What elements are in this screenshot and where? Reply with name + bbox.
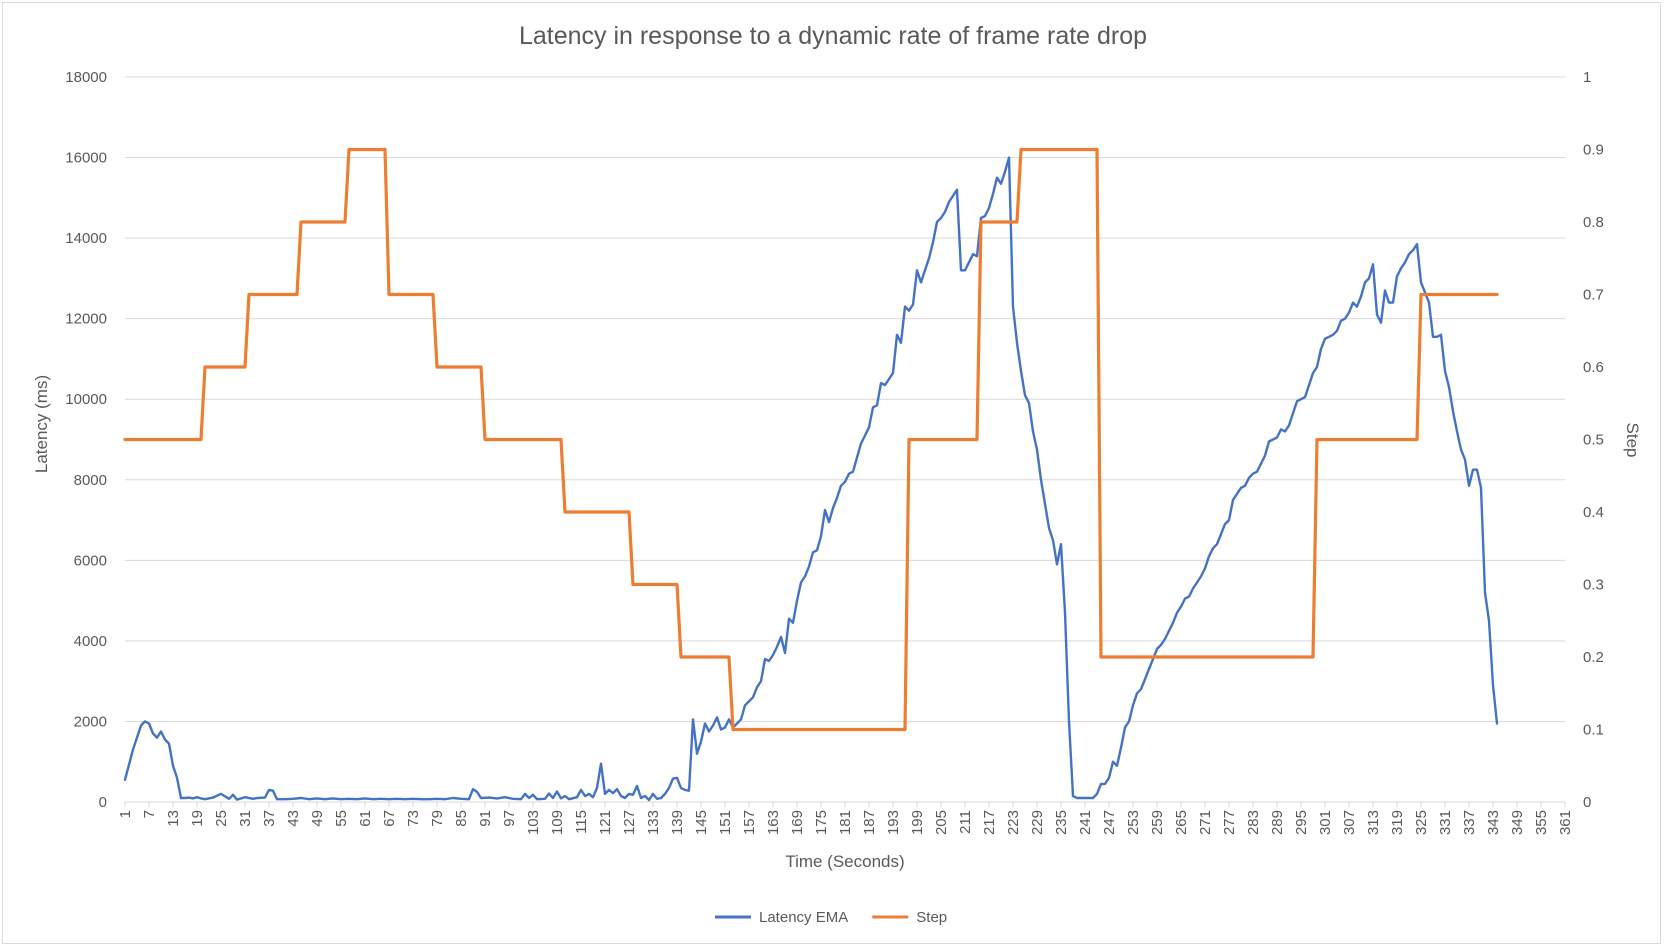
y2-tick-label: 0.9 — [1583, 142, 1604, 159]
x-tick-label: 145 — [693, 810, 710, 835]
y2-tick-label: 0.8 — [1583, 214, 1604, 231]
x-tick-label: 205 — [933, 810, 950, 835]
x-tick-label: 31 — [237, 810, 254, 827]
y-tick-label: 4000 — [74, 633, 107, 650]
x-tick-label: 241 — [1077, 810, 1094, 835]
x-tick-label: 223 — [1005, 810, 1022, 835]
x-tick-label: 139 — [669, 810, 686, 835]
y2-tick-label: 0 — [1583, 794, 1591, 811]
x-tick-label: 103 — [525, 810, 542, 835]
x-tick-label: 211 — [957, 810, 974, 834]
x-axis-ticks: 1 7 13 19 25 31 37 43 49 55 61 67 73 79 85 91 97 103 109 11… — [117, 801, 1574, 835]
x-tick-label: 307 — [1341, 810, 1358, 835]
x-tick-label: 217 — [981, 810, 998, 835]
x-tick-label: 61 — [357, 810, 374, 827]
x-tick-label: 199 — [909, 810, 926, 835]
legend-label: Latency EMA — [759, 909, 848, 926]
x-tick-label: 169 — [789, 810, 806, 835]
x-tick-label: 97 — [501, 810, 518, 827]
y-axis-title: Latency (ms) — [32, 375, 51, 473]
x-tick-label: 49 — [309, 810, 326, 827]
x-tick-label: 313 — [1365, 810, 1382, 835]
y2-axis-ticks: 0 0.1 0.2 0.3 0.4 0.5 0.6 0.7 0.8 0.9 1 — [1583, 69, 1604, 811]
x-tick-label: 331 — [1437, 810, 1454, 835]
x-tick-label: 163 — [765, 810, 782, 835]
x-tick-label: 121 — [597, 810, 614, 835]
x-tick-label: 271 — [1197, 810, 1214, 835]
x-tick-label: 337 — [1461, 810, 1478, 835]
x-tick-label: 187 — [861, 810, 878, 835]
x-tick-label: 151 — [717, 810, 734, 835]
x-tick-label: 265 — [1173, 810, 1190, 835]
y-tick-label: 12000 — [65, 311, 107, 328]
x-tick-label: 37 — [261, 810, 278, 827]
legend: Latency EMA Step — [715, 909, 947, 926]
y-tick-label: 14000 — [65, 230, 107, 247]
x-tick-label: 343 — [1485, 810, 1502, 835]
x-tick-label: 157 — [741, 810, 758, 835]
x-tick-label: 115 — [573, 810, 590, 834]
chart-title: Latency in response to a dynamic rate of… — [519, 22, 1147, 50]
x-tick-label: 283 — [1245, 810, 1262, 835]
y2-tick-label: 1 — [1583, 69, 1591, 86]
x-tick-label: 361 — [1557, 810, 1574, 835]
x-tick-label: 79 — [429, 810, 446, 827]
x-tick-label: 253 — [1125, 810, 1142, 835]
x-tick-label: 43 — [285, 810, 302, 827]
y-tick-label: 16000 — [65, 150, 107, 167]
y-tick-label: 2000 — [74, 713, 107, 730]
x-tick-label: 19 — [189, 810, 206, 827]
x-tick-label: 85 — [453, 810, 470, 827]
y2-tick-label: 0.3 — [1583, 577, 1604, 594]
x-tick-label: 55 — [333, 810, 350, 827]
y-axis-ticks: 0 2000 4000 6000 8000 10000 12000 14000 16000 180… — [65, 69, 107, 811]
x-tick-label: 355 — [1533, 810, 1550, 835]
x-tick-label: 7 — [141, 810, 158, 818]
x-tick-label: 229 — [1029, 810, 1046, 835]
x-tick-label: 193 — [885, 810, 902, 835]
series-layer — [123, 147, 1499, 802]
y2-tick-label: 0.1 — [1583, 722, 1604, 739]
y-tick-label: 18000 — [65, 69, 107, 86]
x-tick-label: 289 — [1269, 810, 1286, 835]
x-tick-label: 13 — [165, 810, 182, 827]
x-tick-label: 133 — [645, 810, 662, 835]
x-tick-label: 295 — [1293, 810, 1310, 835]
x-tick-label: 349 — [1509, 810, 1526, 835]
y-tick-label: 10000 — [65, 391, 107, 408]
x-tick-label: 235 — [1053, 810, 1070, 835]
x-tick-label: 73 — [405, 810, 422, 827]
series-line-step — [123, 147, 1499, 732]
x-tick-label: 109 — [549, 810, 566, 835]
x-tick-label: 301 — [1317, 810, 1334, 835]
x-axis-title: Time (Seconds) — [785, 852, 904, 871]
y2-tick-label: 0.4 — [1583, 504, 1604, 521]
y-tick-label: 6000 — [74, 552, 107, 569]
x-tick-label: 319 — [1389, 810, 1406, 835]
x-tick-label: 181 — [837, 810, 854, 835]
y2-tick-label: 0.5 — [1583, 432, 1604, 449]
x-tick-label: 325 — [1413, 810, 1430, 835]
x-tick-label: 259 — [1149, 810, 1166, 835]
series-line-latency-ema — [123, 156, 1499, 802]
x-tick-label: 127 — [621, 810, 638, 835]
x-tick-label: 247 — [1101, 810, 1118, 835]
x-tick-label: 25 — [213, 810, 230, 827]
x-tick-label: 1 — [117, 810, 134, 818]
x-tick-label: 277 — [1221, 810, 1238, 835]
x-tick-label: 175 — [813, 810, 830, 835]
x-tick-label: 91 — [477, 810, 494, 827]
y-tick-label: 8000 — [74, 472, 107, 489]
y2-axis-title: Step — [1623, 423, 1642, 458]
x-tick-label: 67 — [381, 810, 398, 827]
y2-tick-label: 0.7 — [1583, 287, 1604, 304]
y2-tick-label: 0.6 — [1583, 359, 1604, 376]
y-tick-label: 0 — [99, 794, 107, 811]
y2-tick-label: 0.2 — [1583, 649, 1604, 666]
legend-label: Step — [916, 909, 947, 926]
